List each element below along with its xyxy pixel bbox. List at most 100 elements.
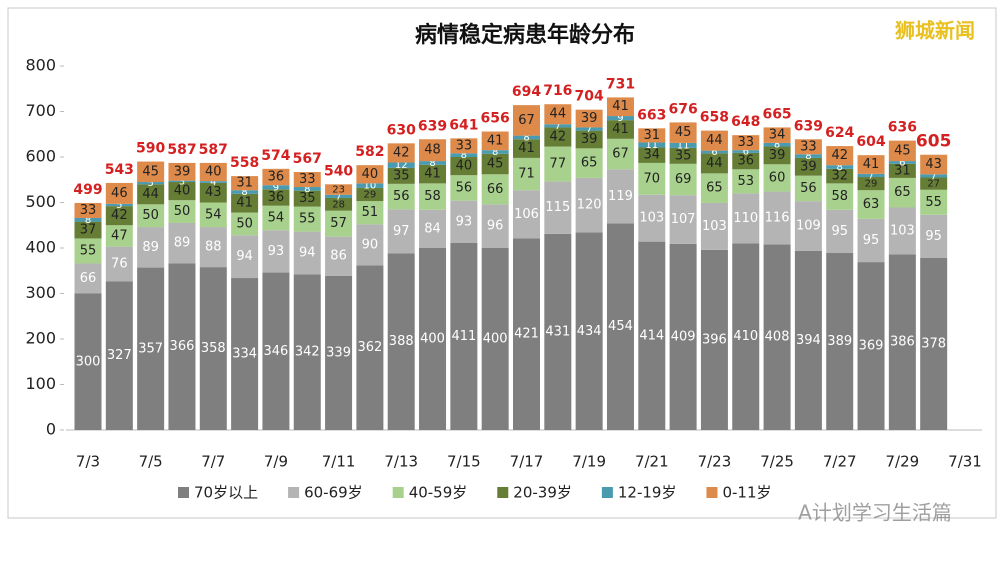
data-label: 116 bbox=[765, 210, 790, 225]
data-label: 56 bbox=[800, 181, 817, 196]
bar-segment bbox=[638, 162, 666, 195]
bar-segment bbox=[481, 131, 509, 151]
bar-segment bbox=[606, 97, 634, 117]
x-tick-label: 7/21 bbox=[635, 453, 669, 471]
bar-segment bbox=[168, 263, 196, 430]
bar-segment bbox=[231, 278, 259, 430]
bar-segment bbox=[262, 168, 290, 186]
y-tick-label: 200 bbox=[25, 329, 56, 348]
data-label: 51 bbox=[362, 205, 379, 220]
data-label: 90 bbox=[362, 237, 379, 252]
bar-segment bbox=[732, 135, 760, 151]
total-label: 716 bbox=[543, 83, 572, 99]
data-label: 44 bbox=[706, 156, 723, 171]
bar-segment bbox=[544, 181, 572, 234]
bar-segment bbox=[920, 174, 948, 178]
data-label: 362 bbox=[357, 340, 382, 355]
data-label: 5 bbox=[116, 200, 122, 211]
data-label: 103 bbox=[890, 223, 915, 238]
data-label: 8 bbox=[461, 150, 467, 161]
data-label: 327 bbox=[107, 348, 132, 363]
legend-swatch bbox=[497, 487, 509, 498]
bar-segment bbox=[262, 185, 290, 190]
bar-segment bbox=[74, 217, 102, 222]
data-label: 35 bbox=[299, 191, 316, 206]
data-label: 34 bbox=[644, 148, 661, 163]
data-label: 8 bbox=[85, 215, 91, 226]
data-label: 8 bbox=[304, 184, 310, 195]
total-label: 676 bbox=[668, 101, 697, 117]
bar-segment bbox=[481, 150, 509, 154]
bar-segment bbox=[575, 127, 603, 131]
bar-segment bbox=[763, 164, 791, 192]
data-label: 88 bbox=[205, 240, 222, 255]
bar-segment bbox=[763, 191, 791, 245]
bar-segment bbox=[920, 177, 948, 190]
legend-label: 0-11岁 bbox=[722, 484, 771, 502]
data-label: 8 bbox=[774, 140, 780, 151]
data-label: 65 bbox=[581, 156, 598, 171]
bar-segment bbox=[513, 190, 540, 239]
data-label: 103 bbox=[639, 211, 664, 226]
total-label: 624 bbox=[825, 125, 854, 141]
total-label: 665 bbox=[762, 106, 791, 122]
data-label: 41 bbox=[487, 133, 504, 148]
data-label: 23 bbox=[332, 185, 345, 196]
data-label: 431 bbox=[545, 324, 570, 339]
data-label: 115 bbox=[545, 200, 570, 215]
total-label: 605 bbox=[916, 132, 952, 152]
data-label: 7 bbox=[868, 170, 874, 181]
x-tick-label: 7/7 bbox=[201, 453, 225, 471]
data-label: 7 bbox=[335, 191, 341, 202]
bar-segment bbox=[419, 183, 447, 210]
bar-segment bbox=[544, 104, 572, 125]
bar-segment bbox=[544, 233, 572, 430]
bar-segment bbox=[356, 265, 384, 430]
y-tick-label: 800 bbox=[25, 56, 56, 75]
data-label: 94 bbox=[236, 249, 253, 264]
data-label: 45 bbox=[142, 164, 159, 179]
data-label: 50 bbox=[142, 208, 159, 223]
bar-segment bbox=[481, 248, 509, 430]
bar-segment bbox=[826, 165, 854, 169]
bar-segment bbox=[231, 212, 259, 236]
bar-segment bbox=[700, 202, 728, 250]
bar-segment bbox=[794, 201, 822, 251]
data-label: 39 bbox=[581, 132, 598, 147]
data-label: 55 bbox=[299, 212, 316, 227]
data-label: 454 bbox=[608, 319, 633, 334]
bar-segment bbox=[920, 258, 948, 430]
data-label: 409 bbox=[671, 329, 696, 344]
bar-segment bbox=[606, 169, 634, 224]
bar-segment bbox=[325, 275, 353, 430]
bar-segment bbox=[920, 189, 948, 215]
bar-segment bbox=[262, 205, 290, 231]
data-label: 57 bbox=[330, 216, 347, 231]
bar-segment bbox=[231, 176, 259, 191]
bar-segment bbox=[794, 139, 822, 155]
data-label: 39 bbox=[769, 148, 786, 163]
bar-segment bbox=[669, 122, 697, 143]
bar-segment bbox=[419, 209, 447, 248]
x-tick-label: 7/23 bbox=[698, 453, 732, 471]
data-label: 119 bbox=[608, 189, 633, 204]
bar-segment bbox=[293, 274, 321, 430]
bar-segment bbox=[575, 177, 603, 233]
bar-segment bbox=[105, 182, 133, 204]
bar-segment bbox=[105, 225, 133, 247]
data-label: 28 bbox=[332, 199, 345, 210]
data-label: 35 bbox=[675, 148, 692, 163]
bar-segment bbox=[513, 105, 540, 136]
data-label: 410 bbox=[733, 329, 758, 344]
bar-segment bbox=[356, 183, 384, 188]
bar-segment bbox=[732, 193, 760, 244]
bar-segment bbox=[669, 163, 697, 196]
bar-segment bbox=[669, 147, 697, 164]
bar-segment bbox=[606, 120, 634, 139]
total-label: 587 bbox=[167, 142, 196, 158]
data-label: 369 bbox=[859, 339, 884, 354]
data-label: 45 bbox=[487, 157, 504, 172]
data-label: 120 bbox=[577, 198, 602, 213]
data-label: 29 bbox=[364, 190, 377, 201]
